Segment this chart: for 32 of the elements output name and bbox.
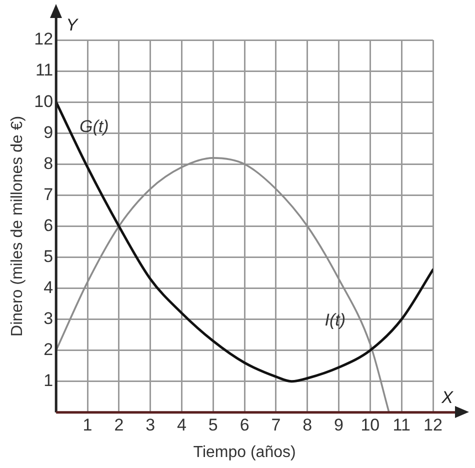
x-tick-label: 3	[146, 415, 156, 434]
x-tick-label: 10	[360, 415, 380, 434]
x-tick-label: 9	[334, 415, 344, 434]
x-tick-label: 6	[240, 415, 250, 434]
y-tick-label: 5	[44, 246, 54, 266]
x-tick-label: 5	[208, 415, 218, 434]
x-axis-title: Tiempo (años)	[193, 444, 296, 461]
series-label: I(t)	[324, 310, 346, 330]
y-tick-label: 6	[44, 216, 54, 235]
y-tick-label: 8	[44, 154, 54, 173]
y-tick-label: 2	[44, 340, 54, 360]
x-tick-label: 11	[392, 415, 410, 434]
y-tick-label: 9	[44, 122, 54, 142]
y-tick-label: 11	[35, 60, 54, 80]
y-tick-label: 3	[44, 308, 54, 328]
y-tick-label: 10	[34, 92, 54, 111]
x-tick-label: 1	[82, 415, 92, 434]
text: Y	[66, 16, 80, 35]
x-tick-label: 12	[424, 415, 442, 434]
y-tick-label: 7	[44, 184, 54, 204]
x-tick-label: 7	[271, 415, 281, 434]
line-series	[56, 100, 433, 383]
y-axis-title: Dinero (miles de millones de €)	[9, 116, 26, 336]
text: X	[440, 388, 454, 408]
y-tick-label: 12	[34, 30, 54, 49]
line-series	[56, 157, 390, 412]
y-tick-label: 4	[44, 278, 54, 297]
x-tick-label: 2	[114, 415, 124, 434]
x-tick-label: 4	[177, 415, 186, 434]
y-tick-label: 1	[44, 371, 54, 390]
x-tick-label: 8	[302, 415, 312, 434]
series-label: G(t)	[80, 116, 109, 136]
